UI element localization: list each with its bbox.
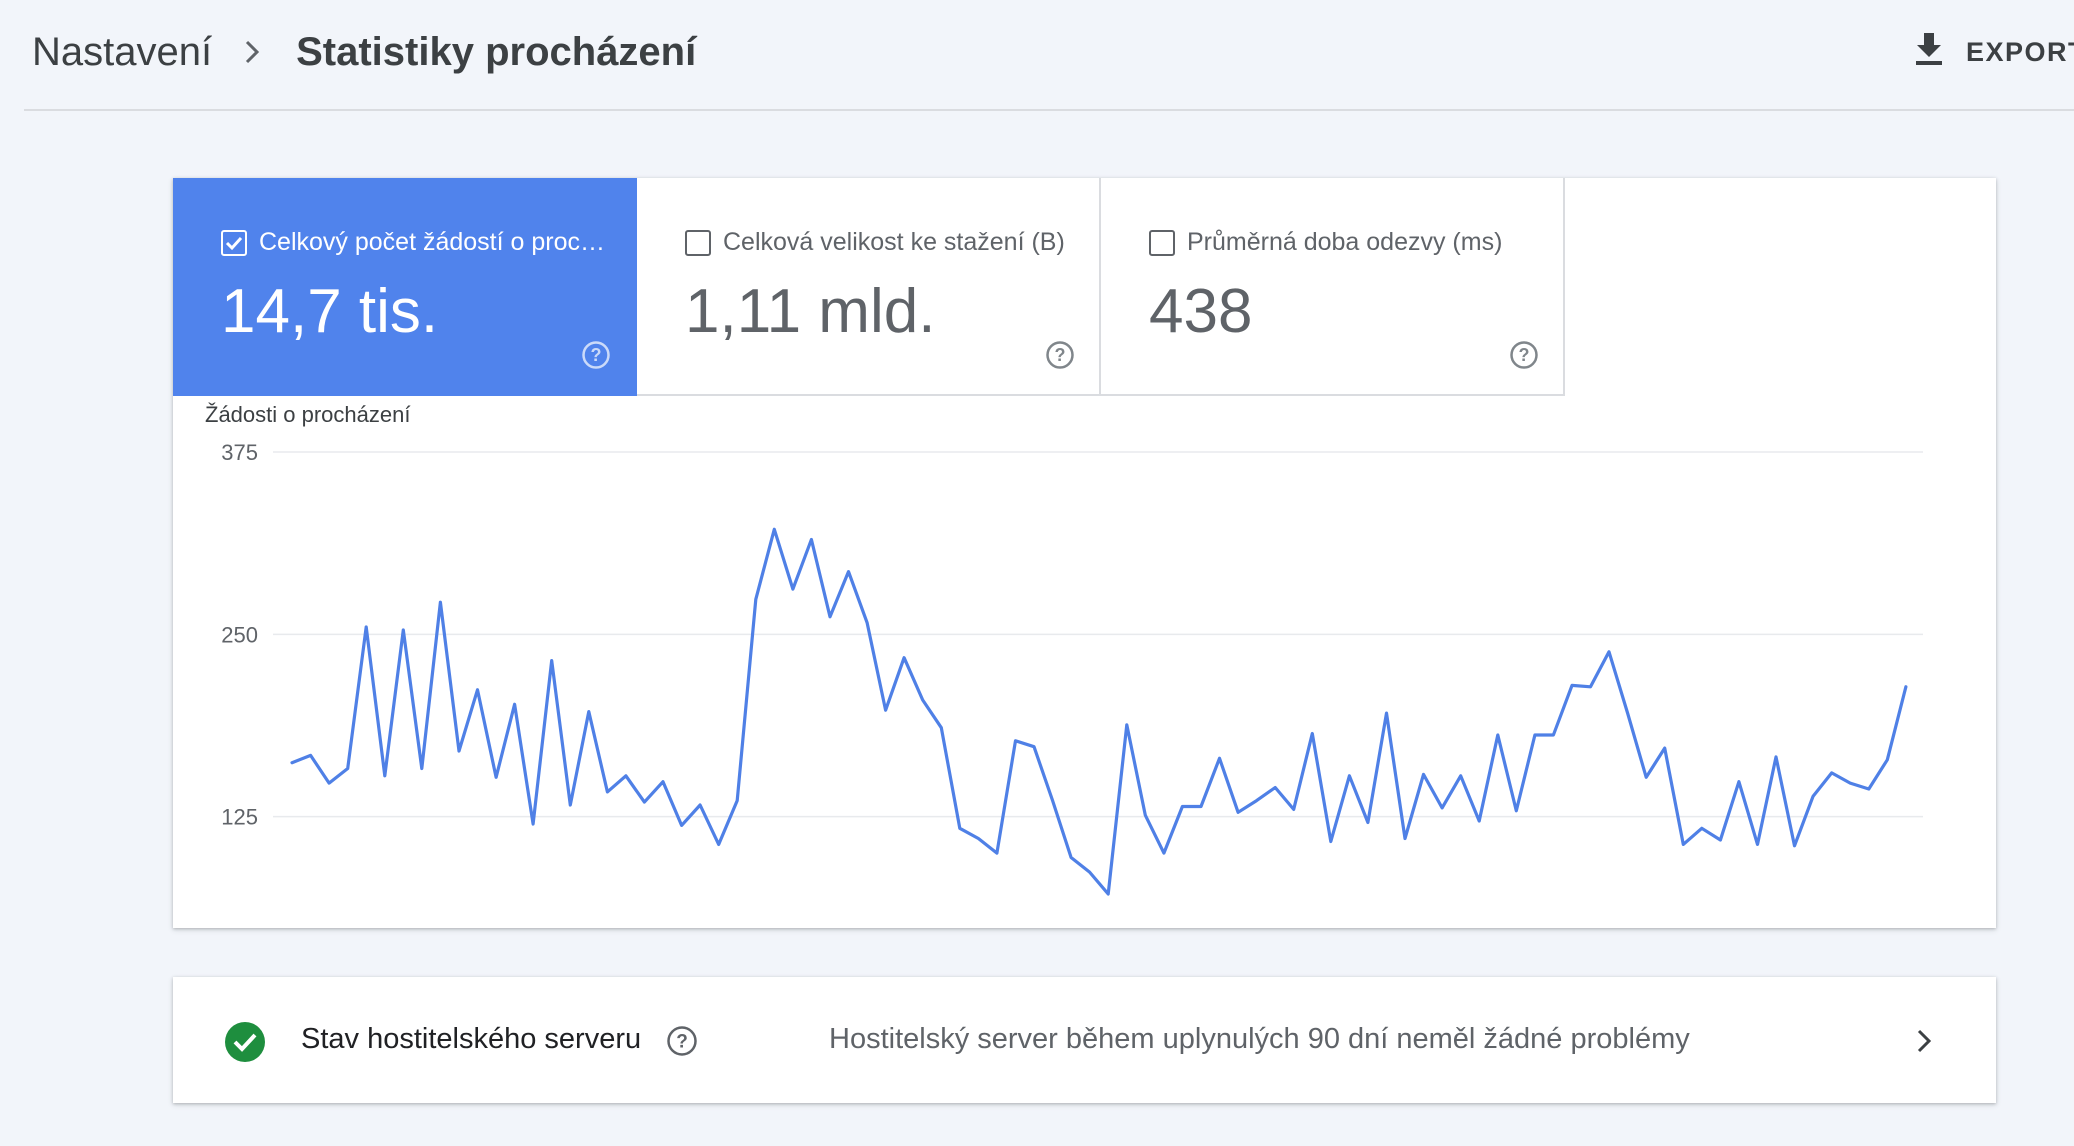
metric-label: Průměrná doba odezvy (ms) xyxy=(1187,228,1503,256)
metric-value: 438 xyxy=(1149,277,1253,346)
header-divider xyxy=(24,109,2074,111)
checkbox-unchecked-icon[interactable] xyxy=(1149,230,1175,256)
export-button[interactable]: EXPORT xyxy=(1914,22,2074,82)
chevron-right-icon[interactable] xyxy=(1908,1025,1940,1057)
checkbox-unchecked-icon[interactable] xyxy=(685,230,711,256)
chevron-right-icon xyxy=(242,38,262,66)
help-icon[interactable]: ? xyxy=(1045,340,1075,370)
svg-text:?: ? xyxy=(1055,345,1066,365)
crawl-stats-card: Celkový počet žádostí o procházení 14,7 … xyxy=(173,178,1996,928)
chart-y-tick-label: 250 xyxy=(221,622,258,647)
chart-series-line xyxy=(290,527,1908,896)
help-icon[interactable]: ? xyxy=(1509,340,1539,370)
svg-text:?: ? xyxy=(676,1032,688,1053)
metric-tabs: Celkový počet žádostí o procházení 14,7 … xyxy=(173,178,1565,396)
chart-y-tick-label: 125 xyxy=(221,805,258,830)
help-icon[interactable]: ? xyxy=(666,1025,698,1057)
top-bar: Nastavení Statistiky procházení EXPORT xyxy=(0,0,2074,110)
breadcrumb: Nastavení Statistiky procházení xyxy=(32,22,696,82)
chart-title: Žádosti o procházení xyxy=(205,402,411,427)
chart-y-tick-label: 375 xyxy=(221,440,258,465)
download-icon xyxy=(1914,31,1944,74)
metric-average-response-time[interactable]: Průměrná doba odezvy (ms) 438 ? xyxy=(1101,178,1565,396)
svg-text:?: ? xyxy=(591,345,602,365)
metric-value: 14,7 tis. xyxy=(221,277,439,346)
export-label: EXPORT xyxy=(1966,36,2074,67)
checkbox-checked-icon[interactable] xyxy=(221,230,247,256)
svg-text:?: ? xyxy=(1519,345,1530,365)
page-title: Statistiky procházení xyxy=(296,29,697,74)
metric-label: Celková velikost ke stažení (B) xyxy=(723,228,1065,256)
help-icon[interactable]: ? xyxy=(581,340,611,370)
metric-total-download-size[interactable]: Celková velikost ke stažení (B) 1,11 mld… xyxy=(637,178,1101,396)
metric-value: 1,11 mld. xyxy=(685,277,936,346)
breadcrumb-parent-link[interactable]: Nastavení xyxy=(32,29,213,74)
metric-label: Celkový počet žádostí o procházení xyxy=(259,228,609,256)
check-circle-icon xyxy=(225,1022,265,1062)
host-status-title: Stav hostitelského serveru xyxy=(301,1023,642,1055)
host-status-description: Hostitelský server během uplynulých 90 d… xyxy=(829,1023,1690,1055)
metric-total-requests[interactable]: Celkový počet žádostí o procházení 14,7 … xyxy=(173,178,637,396)
crawl-requests-chart: 012525037519.06.2330.06.2311.07.2322.07.… xyxy=(221,440,1923,896)
host-status-row[interactable]: Stav hostitelského serveru ? Hostitelský… xyxy=(173,977,1996,1103)
